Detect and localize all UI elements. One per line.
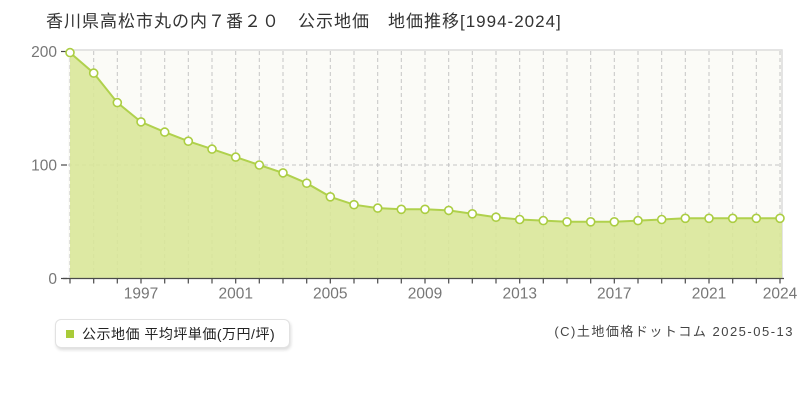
legend: 公示地価 平均坪単価(万円/坪) bbox=[55, 319, 291, 348]
data-point[interactable]: 2006: 65 bbox=[349, 199, 359, 210]
x-tick-label: 2013 bbox=[502, 286, 536, 303]
x-tick-label: 2017 bbox=[597, 286, 631, 303]
data-point[interactable]: 2008: 61 bbox=[396, 204, 407, 215]
data-point[interactable]: 2005: 72 bbox=[325, 192, 336, 202]
data-point[interactable]: 2024: 53 bbox=[775, 213, 785, 224]
data-point[interactable]: 2022: 53 bbox=[727, 213, 738, 224]
plot-border bbox=[68, 49, 783, 279]
x-tick-label: 2001 bbox=[218, 286, 252, 303]
data-point[interactable]: 2010: 60 bbox=[443, 205, 454, 216]
data-point[interactable]: 2001: 107 bbox=[230, 152, 241, 162]
data-point[interactable]: 2003: 93 bbox=[278, 168, 288, 178]
data-point[interactable]: 2016: 50 bbox=[585, 217, 596, 227]
data-point[interactable]: 2013: 52 bbox=[514, 214, 525, 225]
legend-marker-swatch bbox=[66, 329, 74, 338]
data-point[interactable]: 1995: 181 bbox=[88, 68, 99, 78]
data-point[interactable]: 2021: 53 bbox=[704, 213, 714, 224]
y-tick-label: 0 bbox=[48, 271, 57, 288]
data-point[interactable]: 2012: 54 bbox=[491, 212, 501, 222]
x-tick-label: 1997 bbox=[124, 286, 158, 303]
data-point[interactable]: 2000: 114 bbox=[207, 144, 217, 154]
data-point[interactable]: 2018: 51 bbox=[633, 215, 643, 226]
copyright-text: (C)土地価格ドットコム 2025-05-13 bbox=[554, 324, 794, 339]
data-point[interactable]: 2017: 50 bbox=[609, 217, 620, 227]
legend-label: 公示地価 平均坪単価(万円/坪) bbox=[82, 325, 276, 342]
data-point[interactable]: 1998: 129 bbox=[159, 127, 170, 137]
page-title: 香川県高松市丸の内７番２０ 公示地価 地価推移[1994-2024] bbox=[46, 12, 562, 31]
data-point[interactable]: 2014: 51 bbox=[538, 215, 549, 226]
data-point[interactable]: 1999: 121 bbox=[183, 136, 194, 146]
data-point[interactable]: 2009: 61 bbox=[420, 204, 430, 215]
data-point[interactable]: 1994: 199 bbox=[65, 47, 75, 58]
data-point[interactable]: 2004: 84 bbox=[301, 178, 312, 188]
y-tick-label: 200 bbox=[31, 44, 57, 61]
data-point[interactable]: 2011: 57 bbox=[467, 209, 478, 219]
data-point[interactable]: 2007: 62 bbox=[372, 203, 383, 213]
data-point[interactable]: 2023: 53 bbox=[751, 213, 762, 224]
data-point[interactable]: 1997: 138 bbox=[136, 117, 146, 127]
x-tick-label: 2024 bbox=[763, 286, 798, 303]
x-tick-label: 2009 bbox=[408, 286, 442, 303]
data-point[interactable]: 2015: 50 bbox=[562, 217, 572, 227]
data-point[interactable]: 2019: 52 bbox=[656, 214, 667, 225]
price-trend-chart: 0 100 200 1997 2001 2005 2009 2013 2017 2021 2024 1… bbox=[31, 44, 798, 303]
x-tick-label: 2021 bbox=[692, 286, 726, 303]
y-tick-label: 100 bbox=[31, 158, 57, 175]
data-point[interactable]: 2020: 53 bbox=[680, 213, 691, 224]
data-point[interactable]: 2002: 100 bbox=[254, 160, 265, 170]
x-tick-label: 2005 bbox=[313, 286, 347, 303]
data-point[interactable]: 1996: 155 bbox=[112, 97, 123, 108]
